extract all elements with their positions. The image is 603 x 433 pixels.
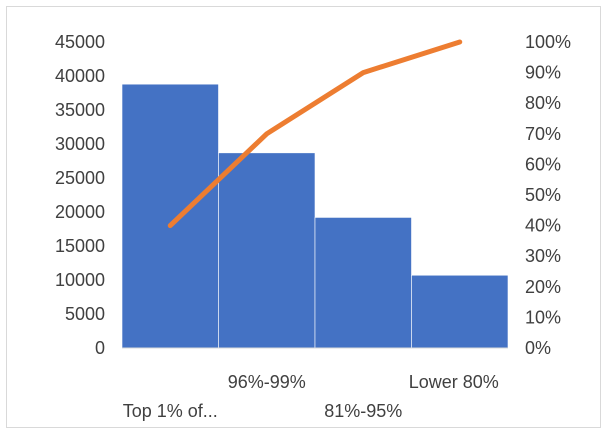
x-category-label: Lower 80% — [409, 372, 499, 392]
y-tick-label: 30000 — [55, 134, 105, 154]
bar-2 — [218, 152, 316, 349]
x-category-label: 81%-95% — [324, 401, 402, 421]
cumulative-point-4 — [457, 40, 462, 44]
y2-tick-label: 10% — [525, 307, 561, 327]
cumulative-point-2 — [264, 131, 269, 136]
x-category-label: 96%-99% — [228, 372, 306, 392]
y2-tick-label: 100% — [525, 32, 571, 52]
secondary-y-axis: 0% 10% 20% 30% 40% 50% 60% 70% 80% 90% 100% — [525, 32, 571, 358]
y-tick-label: 15000 — [55, 236, 105, 256]
y-tick-label: 35000 — [55, 100, 105, 120]
x-category-label: Top 1% of... — [123, 401, 218, 421]
cumulative-point-1 — [168, 223, 173, 228]
bar-3 — [314, 217, 412, 349]
y2-tick-label: 0% — [525, 338, 551, 358]
y2-tick-label: 20% — [525, 277, 561, 297]
y-tick-label: 25000 — [55, 168, 105, 188]
y-tick-label: 40000 — [55, 66, 105, 86]
y2-tick-label: 90% — [525, 63, 561, 83]
y2-tick-label: 70% — [525, 124, 561, 144]
bar-4 — [411, 274, 509, 349]
y2-tick-label: 40% — [525, 216, 561, 236]
y2-tick-label: 50% — [525, 185, 561, 205]
line-series — [167, 39, 463, 229]
cumulative-line — [167, 39, 463, 229]
y-tick-label: 0 — [95, 338, 105, 358]
y-tick-label: 10000 — [55, 270, 105, 290]
y-tick-label: 20000 — [55, 202, 105, 222]
primary-y-axis: 0 5000 10000 15000 20000 25000 30000 35000 40000… — [55, 32, 105, 358]
y-tick-label: 45000 — [55, 32, 105, 52]
x-axis: Top 1% of... 96%-99% 81%-95% Lower 80% — [122, 347, 508, 421]
bar-series — [121, 83, 509, 349]
y2-tick-label: 80% — [525, 93, 561, 113]
cumulative-point-3 — [361, 70, 366, 75]
y-tick-label: 5000 — [65, 304, 105, 324]
y2-tick-label: 30% — [525, 246, 561, 266]
bar-1 — [121, 83, 219, 349]
y2-tick-label: 60% — [525, 154, 561, 174]
